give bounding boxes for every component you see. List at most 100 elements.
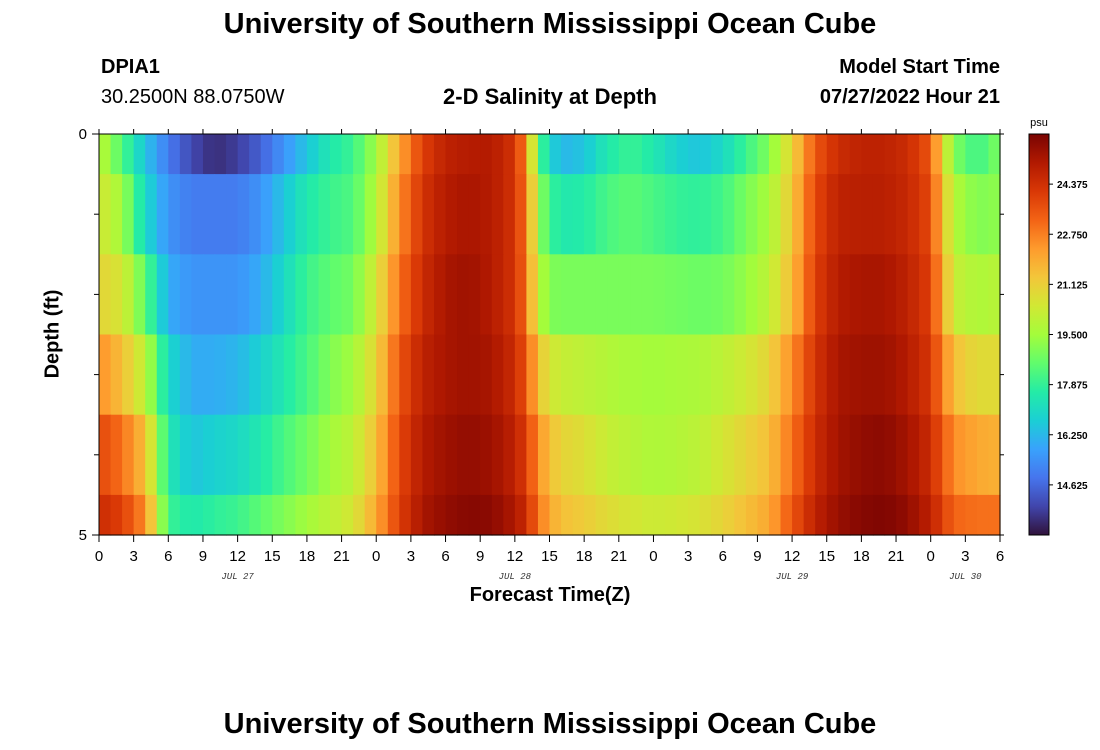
date-label: JUL 27 xyxy=(221,572,254,582)
heatmap-cell xyxy=(306,254,320,336)
heatmap-cell xyxy=(768,254,782,336)
heatmap-cell xyxy=(618,174,631,255)
heatmap-cell xyxy=(468,414,481,496)
heatmap-cell xyxy=(202,174,216,255)
heatmap-cell xyxy=(214,414,227,496)
heatmap-cell xyxy=(526,174,539,255)
heatmap-cell xyxy=(468,334,481,416)
heatmap-cell xyxy=(896,414,909,496)
heatmap-cell xyxy=(202,494,216,536)
heatmap-cell xyxy=(780,134,793,175)
heatmap-cell xyxy=(410,174,424,255)
heatmap-cell xyxy=(595,494,608,536)
heatmap-cell xyxy=(549,254,562,336)
heatmap-cell xyxy=(422,494,435,536)
heatmap-cell xyxy=(514,134,527,175)
heatmap-cell xyxy=(561,334,574,416)
heatmap-cell xyxy=(376,414,389,496)
heatmap-cell xyxy=(607,254,620,336)
heatmap-cell xyxy=(376,174,389,255)
heatmap-cell xyxy=(514,334,527,416)
heatmap-cell xyxy=(376,334,389,416)
heatmap-cell xyxy=(699,334,712,416)
heatmap-cell xyxy=(861,134,874,175)
heatmap-cell xyxy=(630,134,643,175)
heatmap-cell xyxy=(595,334,608,416)
colorbar-tick-label: 17.875 xyxy=(1057,381,1088,392)
colorbar-tick-label: 24.375 xyxy=(1057,180,1088,191)
heatmap-cell xyxy=(919,174,932,255)
station-coordinates: 30.2500N 88.0750W xyxy=(101,86,285,108)
heatmap-cell xyxy=(168,174,181,255)
heatmap-cell xyxy=(688,174,701,255)
heatmap-cell xyxy=(214,494,227,536)
heatmap-cell xyxy=(457,174,470,255)
heatmap-cell xyxy=(410,414,424,496)
heatmap-cell xyxy=(976,494,990,536)
heatmap-cell xyxy=(249,174,262,255)
heatmap-cell xyxy=(110,134,123,175)
heatmap-cell xyxy=(549,334,562,416)
heatmap-cell xyxy=(688,414,701,496)
heatmap-cell xyxy=(422,414,435,496)
heatmap-cell xyxy=(665,174,678,255)
heatmap-cell xyxy=(618,254,631,336)
heatmap-cell xyxy=(930,334,943,416)
heatmap-cell xyxy=(930,414,943,496)
heatmap-cell xyxy=(133,334,146,416)
heatmap-cell xyxy=(595,254,608,336)
heatmap-cell xyxy=(884,134,897,175)
heatmap-cell xyxy=(849,334,862,416)
heatmap-cell xyxy=(745,134,759,175)
heatmap-cell xyxy=(780,334,793,416)
heatmap-cell xyxy=(757,414,770,496)
heatmap-cell xyxy=(226,134,239,175)
heatmap-cell xyxy=(433,174,447,255)
heatmap-cell xyxy=(792,134,805,175)
heatmap-cell xyxy=(607,134,620,175)
heatmap-cell xyxy=(399,494,412,536)
heatmap-cell xyxy=(618,134,631,175)
heatmap-cell xyxy=(884,494,897,536)
heatmap-cell xyxy=(191,494,204,536)
heatmap-cell xyxy=(872,254,886,336)
heatmap-cell xyxy=(330,414,343,496)
heatmap-cell xyxy=(503,134,516,175)
heatmap-cell xyxy=(630,174,643,255)
heatmap-cell xyxy=(179,494,193,536)
heatmap-cell xyxy=(722,174,735,255)
heatmap-cell xyxy=(676,134,689,175)
heatmap-cell xyxy=(561,134,574,175)
heatmap-cell xyxy=(653,414,666,496)
heatmap-cell xyxy=(341,414,354,496)
x-tick-label: 21 xyxy=(610,548,627,565)
heatmap-cell xyxy=(976,134,990,175)
heatmap-cell xyxy=(537,134,551,175)
heatmap-cell xyxy=(237,414,250,496)
heatmap-cell xyxy=(537,174,551,255)
heatmap-cell xyxy=(953,494,966,536)
heatmap-cell xyxy=(306,174,320,255)
heatmap-cell xyxy=(353,414,366,496)
heatmap-cell xyxy=(341,174,354,255)
heatmap-cell xyxy=(607,414,620,496)
heatmap-cell xyxy=(907,334,920,416)
heatmap-cell xyxy=(387,494,400,536)
heatmap-cell xyxy=(330,134,343,175)
colorbar-tick-label: 19.500 xyxy=(1057,331,1088,342)
heatmap-cell xyxy=(549,494,562,536)
x-tick-label: 12 xyxy=(784,548,801,565)
heatmap-cell xyxy=(457,494,470,536)
heatmap-cell xyxy=(468,254,481,336)
heatmap-cell xyxy=(584,174,597,255)
x-tick-label: 3 xyxy=(684,548,692,565)
heatmap-cell xyxy=(191,254,204,336)
heatmap-cell xyxy=(930,174,943,255)
heatmap-cell xyxy=(907,134,920,175)
heatmap-cell xyxy=(861,174,874,255)
heatmap-cell xyxy=(734,334,747,416)
heatmap-cell xyxy=(110,334,123,416)
x-tick-label: 18 xyxy=(853,548,870,565)
heatmap-cell xyxy=(133,254,146,336)
heatmap-cell xyxy=(491,134,504,175)
